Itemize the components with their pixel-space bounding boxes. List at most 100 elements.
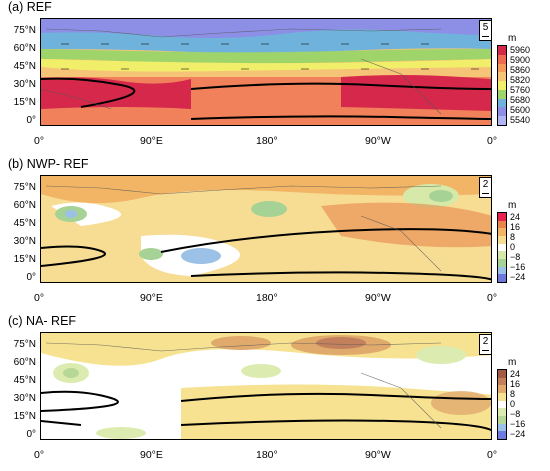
colorbar-label: −16 bbox=[510, 262, 526, 272]
lon-label: 0° bbox=[34, 135, 45, 147]
colorbar-label: 5960 bbox=[510, 45, 531, 55]
colorbar-unit: m bbox=[508, 357, 517, 368]
colorbar bbox=[497, 369, 507, 440]
lon-label: 180° bbox=[256, 135, 278, 147]
panel-title: (b) NWP- REF bbox=[8, 157, 89, 171]
colorbar-label: 16 bbox=[510, 222, 521, 232]
panel-b: (b) NWP- REF 2 m 24 16 bbox=[0, 157, 550, 313]
panel-title: (c) NA- REF bbox=[8, 314, 77, 328]
colorbar-label: 5900 bbox=[510, 55, 531, 65]
colorbar-label: 5820 bbox=[510, 75, 531, 85]
colorbar-swatch bbox=[498, 274, 506, 282]
lat-label: 75°N bbox=[13, 182, 36, 193]
colorbar-swatch bbox=[498, 243, 506, 252]
colorbar-swatch bbox=[498, 228, 506, 236]
lon-label: 90°E bbox=[140, 292, 163, 304]
lat-label: 75°N bbox=[13, 25, 36, 36]
lat-label: 45°N bbox=[13, 375, 36, 386]
colorbar-swatch bbox=[498, 98, 506, 108]
colorbar-swatch bbox=[498, 213, 506, 221]
colorbar-unit: m bbox=[508, 33, 517, 44]
colorbar-swatch bbox=[498, 408, 506, 416]
colorbar-swatch bbox=[498, 251, 506, 259]
colorbar-swatch bbox=[498, 89, 506, 99]
panel-title: (a) REF bbox=[8, 0, 52, 14]
lat-label: 45°N bbox=[13, 218, 36, 229]
colorbar-swatch bbox=[498, 258, 506, 267]
lon-label: 0° bbox=[487, 135, 498, 147]
colorbar-label: −8 bbox=[510, 409, 521, 419]
lon-label: 0° bbox=[34, 292, 45, 304]
lat-label: 75°N bbox=[13, 339, 36, 350]
lat-label: 30°N bbox=[13, 393, 36, 404]
colorbar-label: 5680 bbox=[510, 95, 531, 105]
reference-vector-label: 2 bbox=[482, 336, 489, 347]
lat-label: 0° bbox=[26, 272, 36, 283]
colorbar-label: 16 bbox=[510, 379, 521, 389]
colorbar-swatch bbox=[498, 400, 506, 409]
colorbar bbox=[497, 212, 507, 283]
colorbar-label: 5540 bbox=[510, 115, 531, 125]
lon-label: 180° bbox=[256, 449, 278, 461]
colorbar-swatch bbox=[498, 46, 506, 55]
colorbar bbox=[497, 45, 507, 126]
colorbar-swatch bbox=[498, 266, 506, 275]
lat-label: 60°N bbox=[13, 200, 36, 211]
lon-label: 90°W bbox=[365, 292, 391, 304]
colorbar-swatch bbox=[498, 116, 506, 125]
lon-label: 0° bbox=[487, 449, 498, 461]
lon-label: 90°W bbox=[365, 449, 391, 461]
colorbar-swatch bbox=[498, 370, 506, 378]
colorbar-swatch bbox=[498, 63, 506, 73]
lon-label: 180° bbox=[256, 292, 278, 304]
colorbar-label: 5760 bbox=[510, 85, 531, 95]
colorbar-swatch bbox=[498, 431, 506, 439]
colorbar-label: 5600 bbox=[510, 105, 531, 115]
lat-label: 15°N bbox=[13, 254, 36, 265]
reference-vector: 2 bbox=[479, 177, 492, 198]
reference-vector: 2 bbox=[479, 334, 492, 355]
reference-vector: 5 bbox=[479, 20, 492, 41]
lat-label: 60°N bbox=[13, 43, 36, 54]
lon-label: 90°W bbox=[365, 135, 391, 147]
colorbar-label: −24 bbox=[510, 429, 526, 439]
colorbar-swatch bbox=[498, 377, 506, 386]
colorbar-label: 24 bbox=[510, 212, 521, 222]
map-area bbox=[40, 18, 492, 126]
panel-c: (c) NA- REF 2 m 24 bbox=[0, 314, 550, 470]
lat-label: 0° bbox=[26, 429, 36, 440]
colorbar-swatch bbox=[498, 54, 506, 64]
lat-label: 15°N bbox=[13, 411, 36, 422]
map-plot bbox=[41, 19, 491, 125]
colorbar-label: 8 bbox=[510, 389, 516, 399]
colorbar-swatch bbox=[498, 385, 506, 393]
colorbar-label: 24 bbox=[510, 369, 521, 379]
map-area bbox=[40, 332, 492, 440]
lon-label: 0° bbox=[34, 449, 45, 461]
colorbar-unit: m bbox=[508, 200, 517, 211]
lat-label: 45°N bbox=[13, 61, 36, 72]
colorbar-swatch bbox=[498, 220, 506, 229]
map-plot bbox=[41, 333, 491, 439]
lon-label: 90°E bbox=[140, 449, 163, 461]
colorbar-label: 8 bbox=[510, 232, 516, 242]
colorbar-swatch bbox=[498, 107, 506, 117]
colorbar-swatch bbox=[498, 81, 506, 90]
lat-label: 30°N bbox=[13, 79, 36, 90]
colorbar-label: 5860 bbox=[510, 65, 531, 75]
lon-label: 90°E bbox=[140, 135, 163, 147]
colorbar-swatch bbox=[498, 235, 506, 244]
colorbar-label: 0 bbox=[510, 242, 516, 252]
reference-vector-label: 2 bbox=[482, 179, 489, 190]
colorbar-label: 0 bbox=[510, 399, 516, 409]
colorbar-label: −24 bbox=[510, 272, 526, 282]
colorbar-swatch bbox=[498, 72, 506, 82]
colorbar-swatch bbox=[498, 415, 506, 424]
lat-label: 15°N bbox=[13, 97, 36, 108]
lat-label: 30°N bbox=[13, 236, 36, 247]
colorbar-label: −8 bbox=[510, 252, 521, 262]
reference-vector-label: 5 bbox=[482, 22, 489, 33]
lat-label: 0° bbox=[26, 115, 36, 126]
colorbar-swatch bbox=[498, 392, 506, 401]
lon-label: 0° bbox=[487, 292, 498, 304]
